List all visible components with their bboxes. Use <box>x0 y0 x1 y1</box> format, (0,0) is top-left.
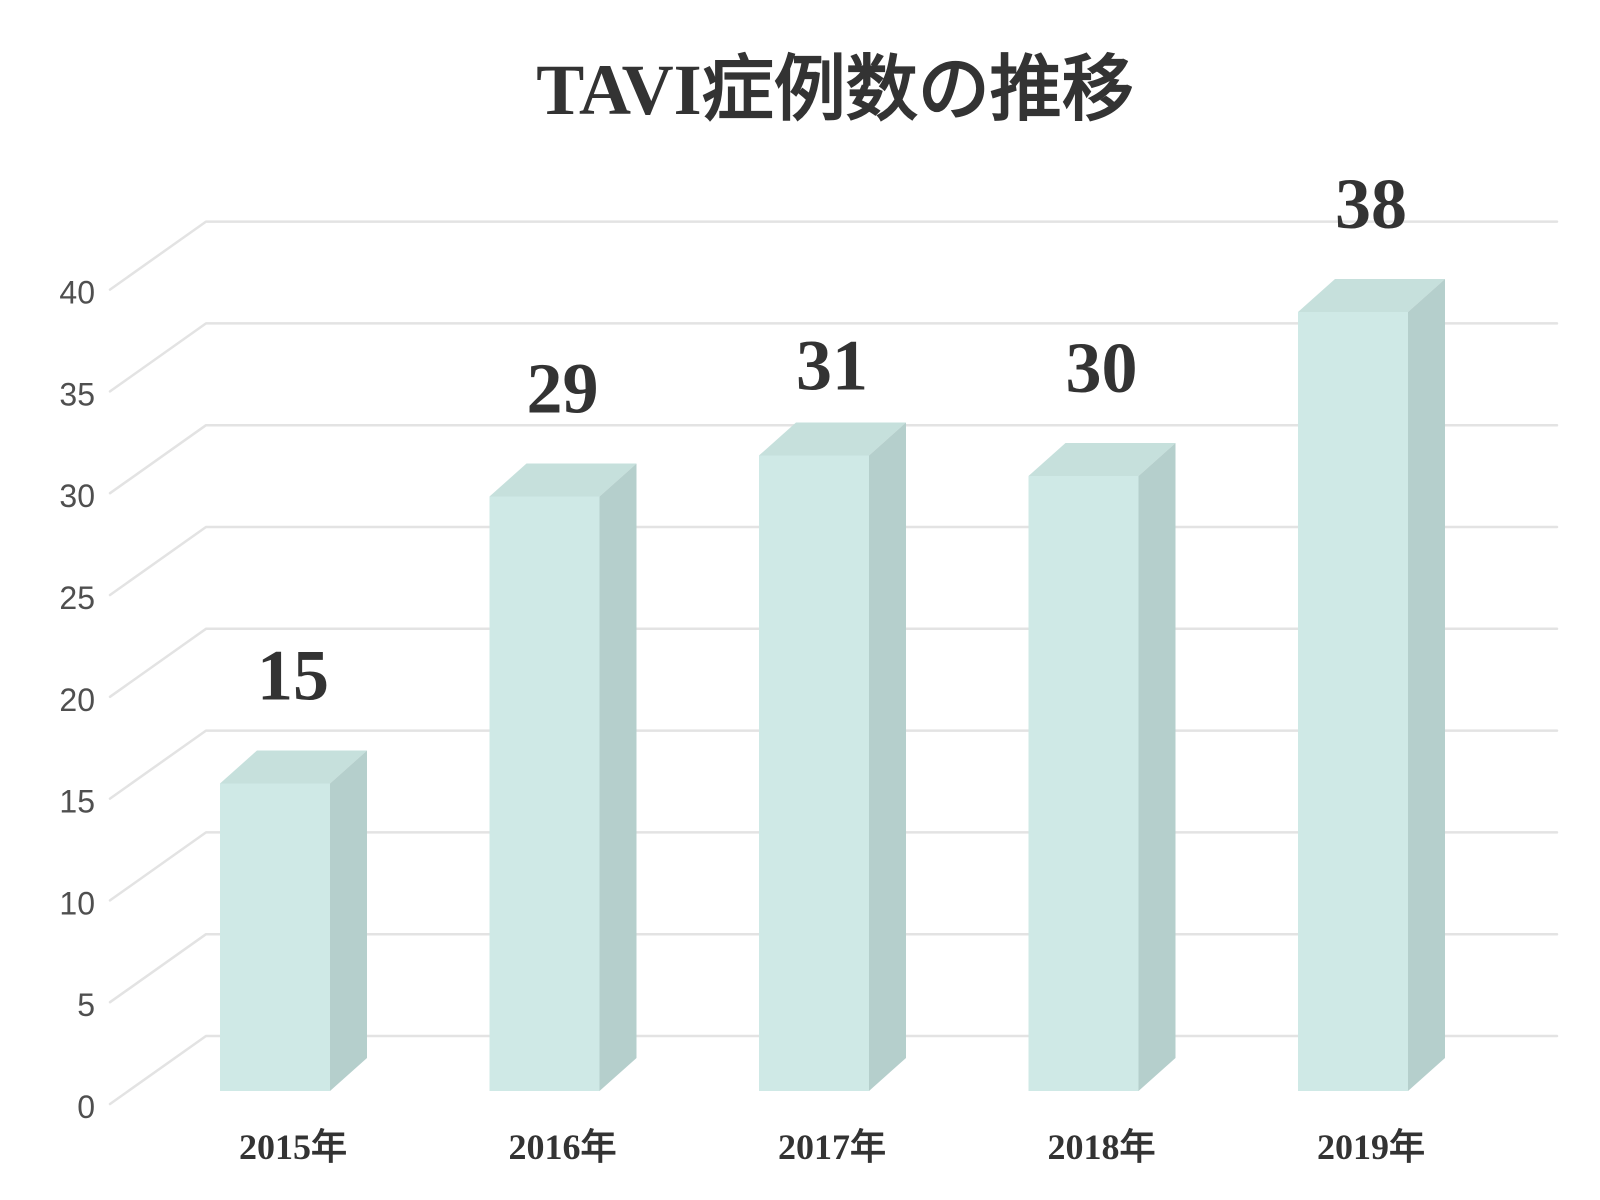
x-axis-label-2018年: 2018年 <box>1047 1127 1155 1167</box>
chart-title: TAVI症例数の推移 <box>536 50 1134 130</box>
y-tick-label-40: 40 <box>59 275 95 311</box>
y-tick-label-0: 0 <box>77 1089 95 1125</box>
x-axis-label-2017年: 2017年 <box>778 1127 886 1167</box>
bar-side-2018年 <box>1138 443 1176 1091</box>
bar-2016年 <box>489 496 600 1091</box>
bar-top-2018年 <box>1028 443 1176 476</box>
bar-2017年 <box>759 455 869 1091</box>
bar-top-2017年 <box>759 422 906 456</box>
bar-value-label-2017年: 31 <box>796 326 868 406</box>
bar-side-2015年 <box>330 750 367 1091</box>
gridline-40 <box>108 220 1559 291</box>
y-tick-label-25: 25 <box>59 580 95 616</box>
bar-value-label-2018年: 30 <box>1066 328 1138 408</box>
bar-2015年 <box>220 783 330 1091</box>
bar-top-2016年 <box>489 463 637 497</box>
y-tick-label-35: 35 <box>59 376 95 412</box>
x-axis-label-2019年: 2019年 <box>1317 1127 1425 1167</box>
bar-side-2016年 <box>599 463 637 1091</box>
bar-side-2019年 <box>1408 279 1445 1091</box>
y-tick-label-30: 30 <box>59 478 95 514</box>
bar-2019年 <box>1298 312 1408 1091</box>
bar-top-2015年 <box>220 750 367 784</box>
bar-2018年 <box>1028 476 1139 1091</box>
y-tick-label-10: 10 <box>59 885 95 921</box>
bar-top-2019年 <box>1298 279 1445 312</box>
y-tick-label-15: 15 <box>59 784 95 820</box>
gridline-30 <box>108 423 1559 495</box>
bar-value-label-2019年: 38 <box>1335 164 1407 244</box>
gridline-35 <box>108 322 1559 393</box>
x-axis-label-2016年: 2016年 <box>508 1127 616 1167</box>
y-tick-label-20: 20 <box>59 682 95 718</box>
y-tick-label-5: 5 <box>77 987 95 1023</box>
bar-value-label-2016年: 29 <box>527 349 599 429</box>
bar-value-label-2015年: 15 <box>257 636 329 716</box>
bar-side-2017年 <box>869 422 906 1091</box>
x-axis-label-2015年: 2015年 <box>239 1127 347 1167</box>
